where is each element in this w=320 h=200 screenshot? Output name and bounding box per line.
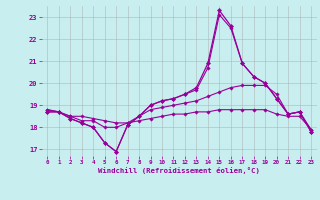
X-axis label: Windchill (Refroidissement éolien,°C): Windchill (Refroidissement éolien,°C): [98, 167, 260, 174]
